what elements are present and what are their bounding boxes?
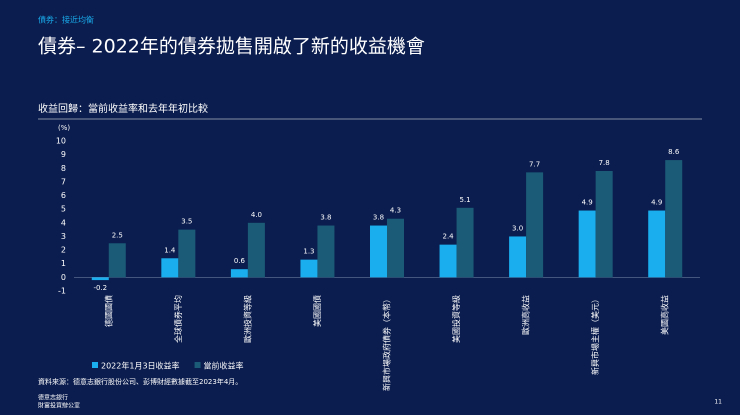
value-label: 3.5: [181, 218, 192, 226]
y-tick-label: 2: [61, 246, 66, 255]
x-tick-label: 美國國債: [312, 295, 322, 327]
bar: [370, 225, 387, 278]
y-tick-label: 10: [56, 137, 66, 146]
value-label: 1.4: [164, 246, 176, 254]
y-tick-label: 3: [61, 232, 66, 241]
x-tick-label: 德國國債: [103, 295, 113, 327]
value-label: 7.7: [529, 160, 540, 168]
chart-subtitle: 收益回歸：當前收益率和去年年初比較: [38, 102, 208, 115]
bar: [247, 222, 265, 278]
y-tick-label: 6: [61, 191, 66, 200]
bar: [595, 171, 613, 278]
legend-label: 2022年1月3日收益率: [101, 361, 180, 371]
x-tick-label: 歐洲投資等級: [242, 295, 252, 343]
y-tick-label: 9: [61, 150, 66, 159]
y-tick-label: -1: [58, 287, 66, 296]
page-number: 11: [714, 399, 722, 406]
value-label: 5.1: [459, 196, 470, 204]
bar: [665, 160, 683, 278]
bar: [178, 229, 196, 278]
y-tick-label: 7: [61, 177, 66, 186]
bar: [439, 244, 457, 278]
value-label: 2.5: [112, 231, 123, 239]
y-tick-label: 1: [61, 259, 66, 268]
section-tag: 債券：接近均衡: [38, 15, 94, 25]
bar: [317, 225, 335, 278]
value-label: 1.3: [303, 248, 314, 256]
org-line: 德意志銀行: [38, 394, 68, 402]
legend-swatch: [194, 362, 201, 368]
y-tick-label: 8: [61, 164, 66, 173]
x-tick-label: 新興市場政府債券（本幣）: [382, 295, 392, 391]
value-label: 7.8: [599, 159, 610, 167]
bar: [91, 277, 109, 281]
x-tick-label: 美國高收益: [660, 295, 670, 335]
slide-title: 債券– 2022年的債券拋售開啟了新的收益機會: [38, 36, 425, 58]
value-label: 3.0: [512, 224, 523, 232]
y-tick-label: 4: [61, 218, 66, 227]
bar: [230, 269, 248, 278]
source: 資料來源：德意志銀行股份公司、彭博財經數據截至2023年4月。: [38, 377, 242, 386]
value-label: 3.8: [373, 214, 384, 222]
x-tick-label: 歐洲高收益: [521, 295, 531, 335]
value-label: 8.6: [668, 148, 680, 156]
x-tick-label: 全球債券平均: [173, 295, 183, 343]
x-tick-label: 新興市場主權（美元）: [590, 295, 600, 375]
value-label: -0.2: [93, 284, 107, 292]
y-axis-label: (%): [58, 124, 70, 132]
bar: [509, 236, 527, 278]
org-line: 財富投資辦公室: [38, 402, 80, 410]
y-tick-label: 0: [61, 273, 66, 282]
value-label: 4.9: [651, 199, 662, 207]
value-label: 3.8: [320, 214, 331, 222]
value-label: 4.9: [582, 199, 593, 207]
value-label: 2.4: [442, 233, 454, 241]
legend-label: 當前收益率: [204, 361, 244, 371]
bar: [526, 172, 544, 278]
value-label: 0.6: [234, 257, 246, 265]
y-tick-label: 5: [61, 205, 66, 214]
bar: [578, 210, 596, 278]
legend-swatch: [92, 362, 98, 368]
value-label: 4.0: [251, 211, 262, 219]
value-label: 4.3: [390, 207, 401, 215]
bar: [648, 210, 666, 278]
bar: [387, 218, 404, 278]
bar: [300, 259, 318, 278]
bar: [108, 243, 126, 278]
bar: [161, 258, 179, 278]
x-tick-label: 美國投資等級: [451, 295, 461, 343]
bar: [456, 207, 474, 278]
